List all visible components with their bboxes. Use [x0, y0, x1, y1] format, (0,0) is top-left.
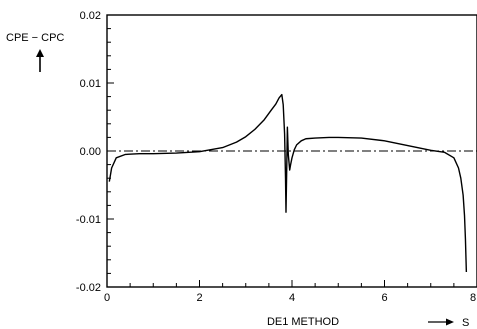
x-axis-label: DE1 METHOD	[267, 316, 339, 328]
x-tick-label: 2	[196, 292, 202, 304]
y-tick-label: 0.00	[80, 146, 101, 158]
y-axis-label: CPE − CPC	[6, 32, 64, 44]
y-axis-ticks	[107, 14, 114, 288]
x-tick-label: 4	[289, 292, 295, 304]
y-tick-label: 0.02	[80, 10, 101, 22]
x-axis-symbol: S	[462, 317, 469, 329]
y-tick-label: 0.01	[80, 78, 101, 90]
y-axis-tick-labels: 0.02 0.01 0.00 -0.01 -0.02	[76, 10, 101, 294]
y-tick-label: -0.02	[76, 282, 101, 294]
x-axis-ticks	[106, 280, 477, 287]
up-arrow-icon	[36, 49, 44, 72]
x-tick-label: 0	[104, 292, 110, 304]
series-line	[108, 93, 468, 273]
x-axis-tick-labels: 0 2 4 6 8	[104, 292, 476, 304]
x-tick-label: 8	[470, 292, 476, 304]
right-arrow-icon	[428, 318, 454, 326]
x-tick-label: 6	[381, 292, 387, 304]
y-tick-label: -0.01	[76, 214, 101, 226]
